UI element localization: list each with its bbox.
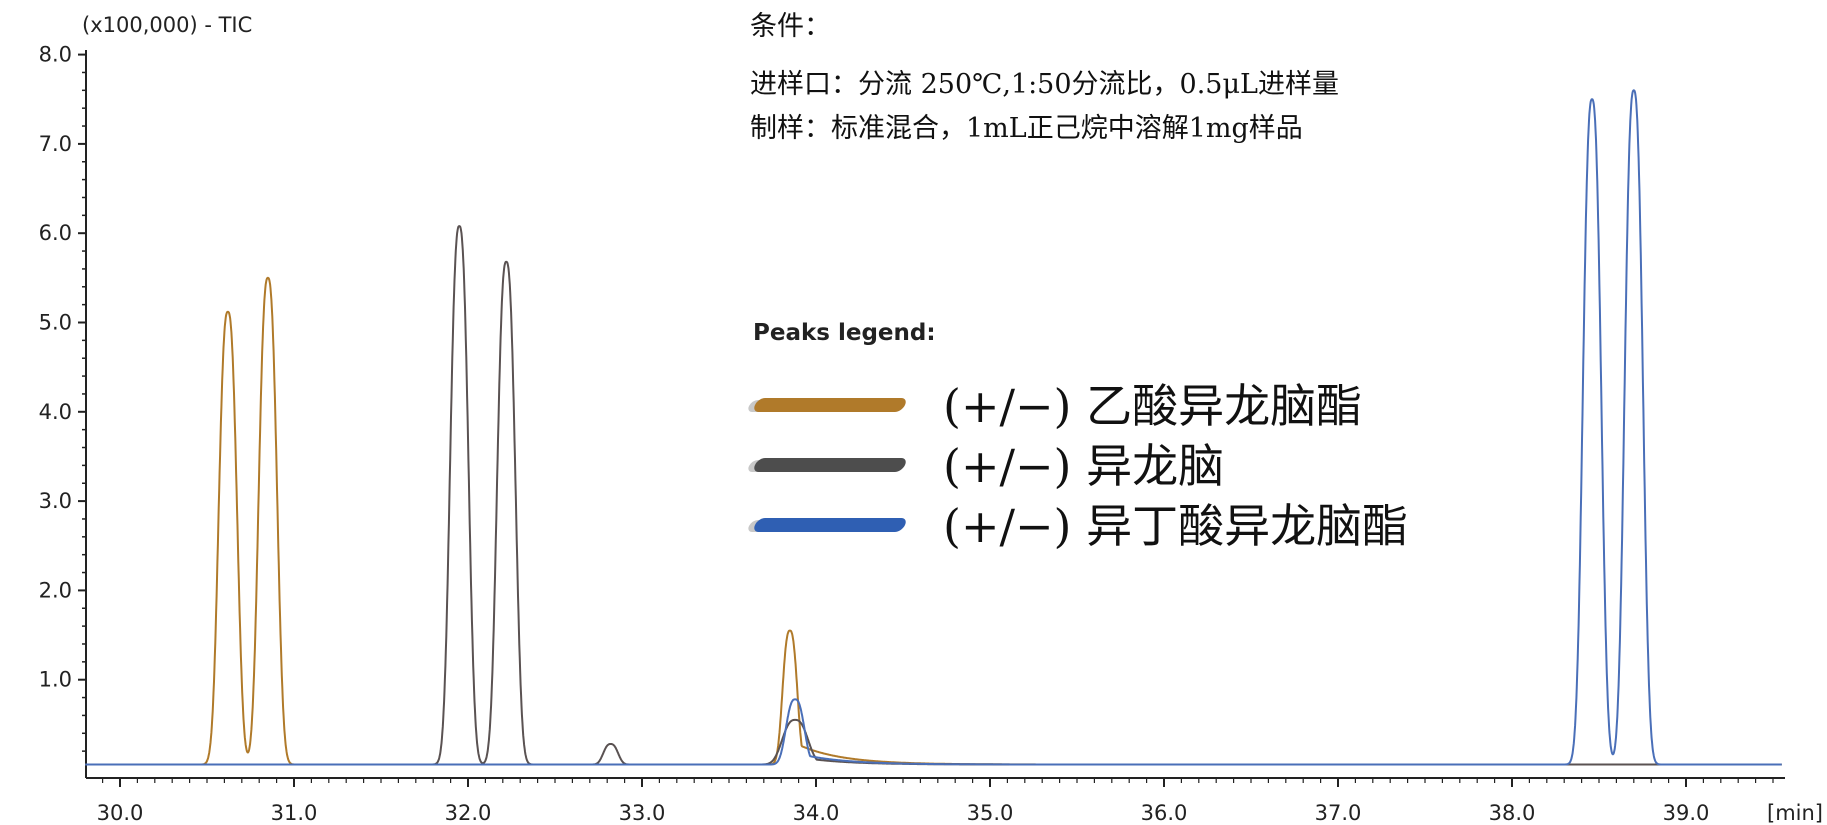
x-tick-label: 32.0: [445, 801, 492, 825]
series-layer: [84, 89, 1783, 766]
x-tick-label: 35.0: [967, 801, 1014, 825]
x-tick-label: 37.0: [1315, 801, 1362, 825]
legend-label: (+/−) 异丁酸异龙脑酯: [943, 499, 1409, 553]
y-tick-label: 3.0: [39, 489, 72, 513]
legend-title: Peaks legend:: [753, 320, 936, 346]
x-tick-label: 33.0: [619, 801, 666, 825]
x-tick-label: 36.0: [1141, 801, 1188, 825]
y-tick-label: 8.0: [39, 43, 72, 67]
y-axis-unit-label: (x100,000) - TIC: [82, 13, 252, 37]
series-line-1: [84, 225, 1783, 766]
legend-label: (+/−) 乙酸异龙脑酯: [943, 379, 1363, 433]
conditions-inlet: 进样口：分流 250℃,1:50分流比，0.5μL进样量: [750, 69, 1339, 100]
y-ticks: 1.0 2.0 3.0 4.0 5.0 6.0 7.0 8.0: [39, 43, 86, 752]
y-tick-label: 2.0: [39, 578, 72, 602]
x-tick-label: 39.0: [1663, 801, 1710, 825]
conditions-sample-prep: 制样：标准混合，1mL正己烷中溶解1mg样品: [750, 113, 1303, 144]
y-tick-label: 7.0: [39, 132, 72, 156]
y-tick-label: 5.0: [39, 311, 72, 335]
x-axis-unit-label: [min]: [1767, 801, 1823, 825]
x-tick-label: 38.0: [1489, 801, 1536, 825]
legend-label: (+/−) 异龙脑: [943, 439, 1225, 493]
y-tick-label: 1.0: [39, 668, 72, 692]
conditions-title: 条件：: [750, 11, 831, 42]
legend-swatch: [751, 458, 909, 472]
series-line-2: [84, 89, 1783, 766]
y-tick-label: 4.0: [39, 400, 72, 424]
x-tick-label: 34.0: [793, 801, 840, 825]
y-tick-label: 6.0: [39, 221, 72, 245]
legend-swatch: [751, 398, 909, 412]
axes: [85, 50, 1785, 779]
series-line-0: [84, 276, 1783, 766]
x-ticks: 30.0 31.0 32.0 33.0 34.0 35.0 36.0 37.0 38.0 39.0: [97, 778, 1774, 825]
legend-swatch: [751, 518, 909, 532]
x-tick-label: 31.0: [271, 801, 318, 825]
x-tick-label: 30.0: [97, 801, 144, 825]
